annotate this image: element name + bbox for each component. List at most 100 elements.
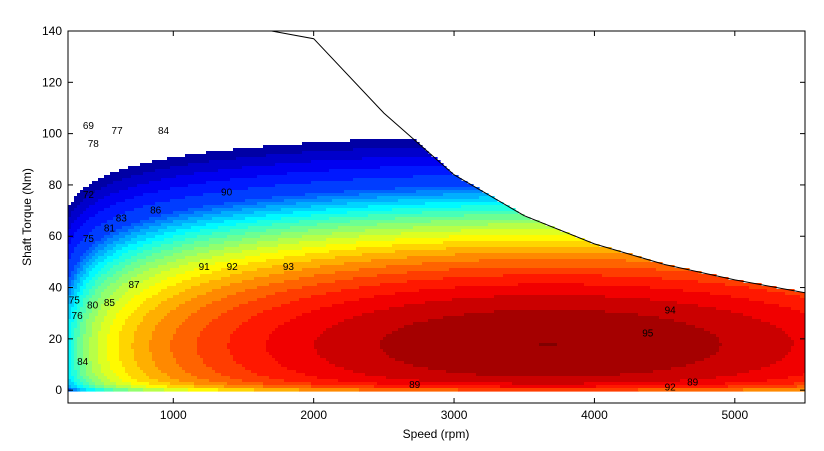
contour-band-cell [239, 244, 279, 248]
contour-band-cell [305, 253, 363, 257]
contour-band-cell [191, 277, 222, 281]
contour-band-cell [494, 310, 606, 314]
contour-band-cell [200, 307, 234, 311]
contour-band-cell [71, 280, 75, 284]
contour-band-cell [110, 205, 144, 209]
contour-band-cell [77, 283, 84, 287]
contour-band-cell [359, 268, 450, 272]
contour-band-cell [68, 220, 75, 224]
contour-band-cell [92, 361, 99, 365]
contour-band-cell [74, 328, 81, 332]
contour-band-cell [281, 208, 327, 212]
contour-band-cell [233, 307, 273, 311]
contour-band-cell [413, 322, 687, 326]
contour-band-cell [77, 319, 84, 323]
contour-band-cell [86, 283, 96, 287]
contour-band-cell [74, 199, 84, 203]
contour-band-cell [134, 331, 153, 335]
contour-band-cell [671, 367, 762, 371]
contour-band-cell [89, 349, 99, 353]
contour-band-cell [326, 208, 393, 212]
contour-band-cell [149, 286, 168, 290]
contour-band-cell [302, 313, 363, 317]
contour-band-cell [638, 313, 744, 317]
contour-band-cell [98, 178, 123, 182]
contour-band-cell [278, 244, 327, 248]
contour-band-cell [113, 322, 126, 326]
contour-band-cell [323, 331, 393, 335]
contour-band-cell [131, 223, 144, 227]
contour-band-cell [173, 355, 201, 359]
contour-band-cell [149, 346, 171, 350]
contour-band-cell [68, 367, 72, 371]
contour-band-cell [131, 277, 150, 281]
contour-band-cell [302, 247, 357, 251]
contour-band-cell [137, 325, 156, 329]
contour-band-cell [179, 292, 207, 296]
contour-band-cell [386, 265, 675, 269]
contour-band-cell [83, 274, 90, 278]
contour-band-cell [146, 373, 168, 377]
contour-band-cell [89, 358, 99, 362]
contour-band-cell [113, 274, 123, 278]
contour-band-cell [236, 223, 273, 227]
contour-band-cell [164, 232, 186, 236]
contour-band-cell [143, 172, 195, 176]
contour-band-cell [236, 157, 363, 161]
contour-band-cell [299, 388, 360, 392]
contour-band-cell [290, 301, 345, 305]
contour-band-cell [131, 238, 147, 242]
contour-band-cell [194, 211, 222, 215]
contour-band-cell [185, 238, 210, 242]
contour-band-cell [68, 304, 75, 308]
contour-band-cell [74, 220, 87, 224]
contour-band-cell [137, 274, 156, 278]
contour-band-cell [335, 364, 414, 368]
contour-band-cell [326, 238, 396, 242]
contour-band-cell [146, 232, 165, 236]
contour-band-cell [194, 382, 228, 386]
contour-band-cell [95, 373, 105, 377]
contour-band-cell [272, 196, 318, 200]
contour-band-cell [113, 259, 126, 263]
contour-band-cell [80, 388, 87, 392]
contour-band-cell [104, 385, 117, 389]
contour-band-cell [245, 232, 282, 236]
contour-band-cell [131, 343, 150, 347]
contour-band-cell [83, 289, 90, 293]
contour-band-cell [143, 205, 204, 209]
contour-band-cell [236, 265, 273, 269]
contour-band-cell [77, 217, 90, 221]
contour-band-cell [242, 271, 285, 275]
contour-band-cell [95, 289, 105, 293]
contour-band-cell [266, 343, 315, 347]
contour-band-cell [113, 235, 126, 239]
contour-band-cell [116, 229, 129, 233]
contour-band-cell [359, 235, 450, 239]
contour-band-cell [653, 370, 750, 374]
contour-band-cell [176, 331, 201, 335]
contour-band-cell [86, 235, 105, 239]
contour-band-cell [77, 370, 81, 374]
contour-band-cell [77, 229, 93, 233]
contour-band-cell [101, 328, 111, 332]
contour-band-cell [134, 358, 153, 362]
contour-band-cell [71, 373, 78, 377]
contour-band-cell [74, 265, 81, 269]
contour-band-cell [374, 295, 495, 299]
contour-band-cell [230, 274, 270, 278]
contour-band-cell [128, 187, 171, 191]
contour-band-cell [392, 208, 516, 212]
contour-band-cell [776, 325, 805, 329]
contour-band-cell [74, 352, 78, 356]
contour-band-cell [149, 268, 171, 272]
contour-band-cell [239, 304, 282, 308]
contour-band-cell [107, 220, 141, 224]
contour-band-cell [137, 247, 153, 251]
contour-band-cell [179, 379, 210, 383]
contour-band-cell [698, 271, 702, 275]
contour-band-cell [92, 325, 102, 329]
contour-band-cell [68, 280, 72, 284]
torque-envelope-layer [68, 31, 805, 294]
contour-band-cell [98, 310, 108, 314]
